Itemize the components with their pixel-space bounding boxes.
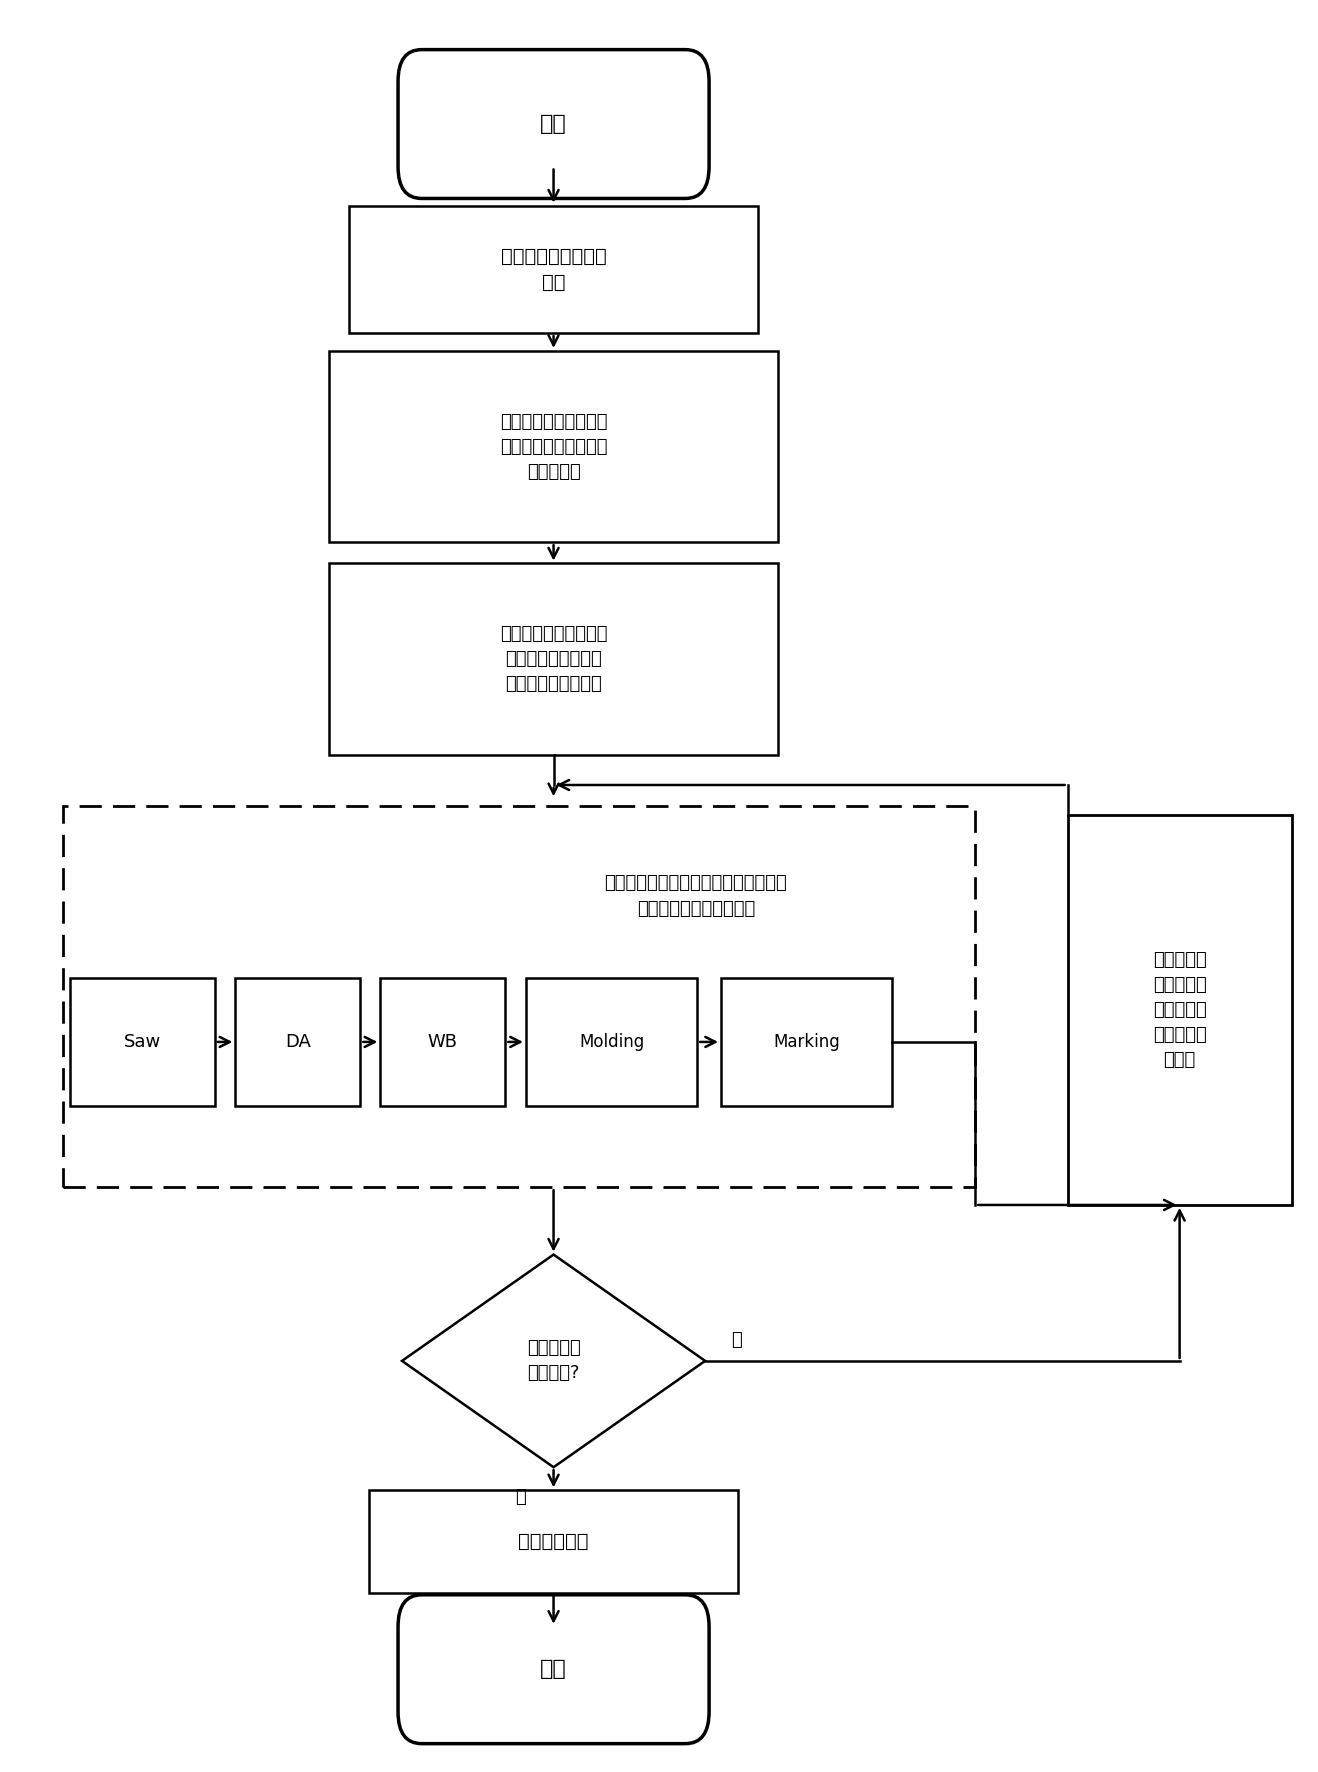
Text: DA: DA: [285, 1033, 311, 1051]
Bar: [330, 563, 778, 755]
Text: 否: 否: [731, 1331, 742, 1348]
Text: 输出最优结果: 输出最优结果: [518, 1533, 589, 1550]
Text: Molding: Molding: [579, 1033, 645, 1051]
Text: 对各加工中心按照加工
能力由大到小的顺序进
行机器排序: 对各加工中心按照加工 能力由大到小的顺序进 行机器排序: [500, 413, 608, 480]
Bar: [369, 1490, 738, 1593]
Text: 将前一加工
中心的优化
结果作为下
一加工中心
的输入: 将前一加工 中心的优化 结果作为下 一加工中心 的输入: [1153, 952, 1206, 1069]
Text: 整个生产线
优化完成?: 整个生产线 优化完成?: [527, 1340, 580, 1382]
Text: 建立待求解问题与微粒
群优化之间的映射关
系，并确定算法参数: 建立待求解问题与微粒 群优化之间的映射关 系，并确定算法参数: [500, 626, 608, 693]
Text: Saw: Saw: [124, 1033, 161, 1051]
Bar: [526, 978, 697, 1106]
Bar: [721, 978, 892, 1106]
Text: 开始: 开始: [540, 113, 567, 135]
FancyBboxPatch shape: [398, 1595, 709, 1744]
Text: 结束: 结束: [540, 1659, 567, 1680]
FancyBboxPatch shape: [398, 50, 709, 198]
Text: 确定加工中心的优化
次序: 确定加工中心的优化 次序: [501, 246, 606, 292]
Bar: [70, 978, 215, 1106]
Text: 是: 是: [515, 1488, 526, 1506]
Bar: [63, 806, 975, 1187]
Bar: [330, 351, 778, 542]
Bar: [381, 978, 506, 1106]
Bar: [349, 206, 758, 333]
Polygon shape: [402, 1255, 705, 1467]
Text: Marking: Marking: [774, 1033, 840, 1051]
Bar: [1068, 815, 1292, 1205]
Text: 按照确定的优化次序对各加工中心进行
各微粒群优化子问题求解: 按照确定的优化次序对各加工中心进行 各微粒群优化子问题求解: [605, 874, 787, 918]
Bar: [235, 978, 360, 1106]
Text: WB: WB: [428, 1033, 457, 1051]
